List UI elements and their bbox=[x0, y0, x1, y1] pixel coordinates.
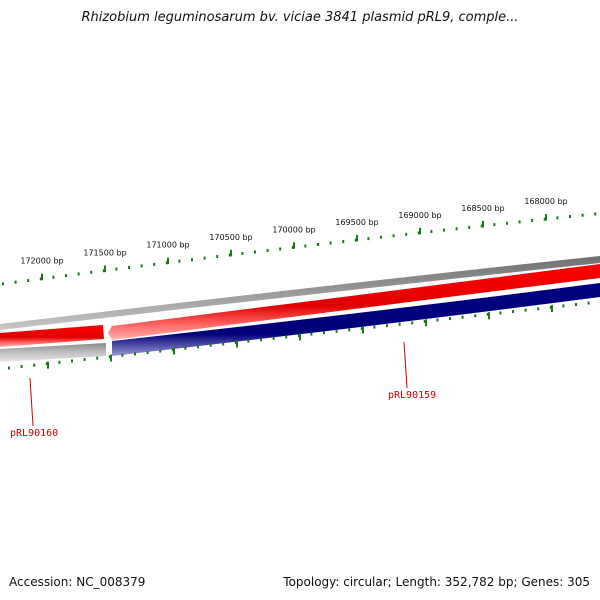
gene-leader-pRL90159 bbox=[403, 341, 408, 389]
gene-leader-pRL90160 bbox=[29, 377, 34, 427]
accession-label: Accession: NC_008379 bbox=[9, 575, 146, 589]
summary-label: Topology: circular; Length: 352,782 bp; … bbox=[283, 575, 590, 589]
map-title: Rhizobium leguminosarum bv. viciae 3841 … bbox=[81, 10, 519, 25]
tick-label: 168000 bp bbox=[524, 197, 567, 206]
reverse-grey-arc bbox=[0, 343, 106, 362]
inner-tick-track bbox=[8, 301, 590, 370]
outer-tick-track: 172000 bp 171500 bp 171000 bp 170500 bp 1700… bbox=[2, 197, 597, 286]
tick-label: 169000 bp bbox=[398, 211, 441, 220]
tick-label: 169500 bp bbox=[335, 218, 378, 227]
gene-label-pRL90160[interactable]: pRL90160 bbox=[10, 428, 58, 439]
tick-label: 170500 bp bbox=[209, 233, 252, 242]
tick-label: 171500 bp bbox=[83, 249, 126, 258]
tick-label: 170000 bp bbox=[272, 225, 315, 234]
gene-label-pRL90159[interactable]: pRL90159 bbox=[388, 390, 436, 401]
forward-gene-arc-left bbox=[0, 325, 104, 347]
tick-label: 168500 bp bbox=[461, 204, 504, 213]
tick-label: 171000 bp bbox=[146, 241, 189, 250]
forward-gene-arc bbox=[108, 264, 600, 340]
backbone-arc bbox=[0, 256, 600, 330]
tick-label: 172000 bp bbox=[20, 257, 63, 266]
reverse-gene-arc bbox=[112, 283, 600, 356]
